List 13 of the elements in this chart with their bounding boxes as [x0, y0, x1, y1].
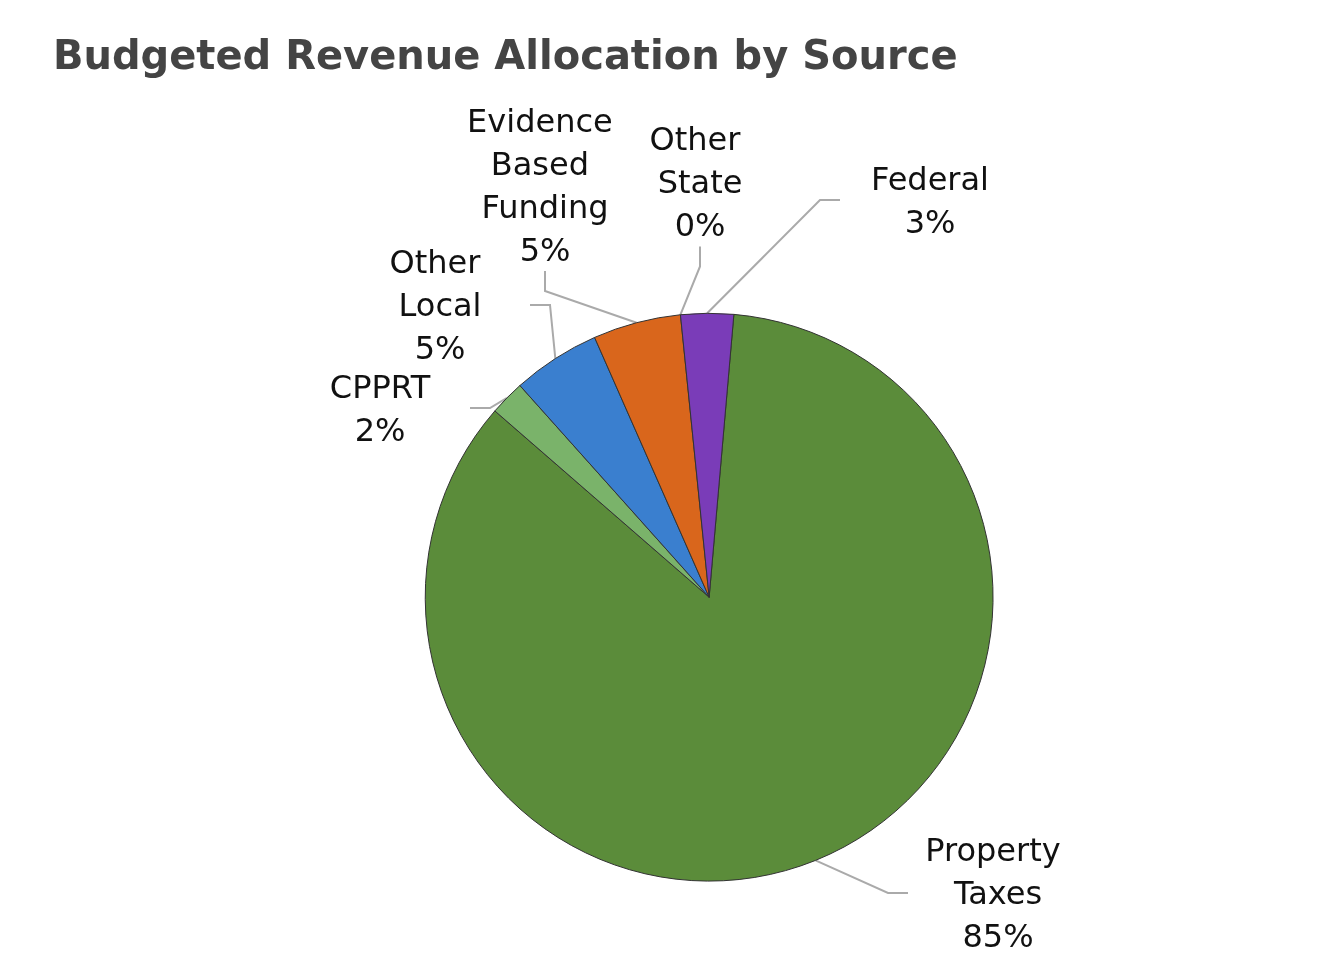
data-label: 3% — [904, 202, 956, 241]
data-label: 85% — [962, 917, 1034, 955]
slice-label: Property Taxes — [925, 831, 1071, 912]
data-label: 5% — [414, 329, 466, 367]
data-label: 5% — [519, 230, 571, 269]
category-label: Other State — [649, 120, 743, 201]
chart-title: Budgeted Revenue Allocation by Source — [53, 32, 958, 78]
data-label: 2% — [354, 410, 406, 449]
text: 0% — [674, 206, 726, 244]
slice-label: Evidence Based Funding — [467, 101, 623, 226]
slice-label: Other Local — [389, 243, 491, 324]
slice-label: Federal — [871, 159, 989, 198]
slice-label: CPPRT — [329, 367, 431, 406]
